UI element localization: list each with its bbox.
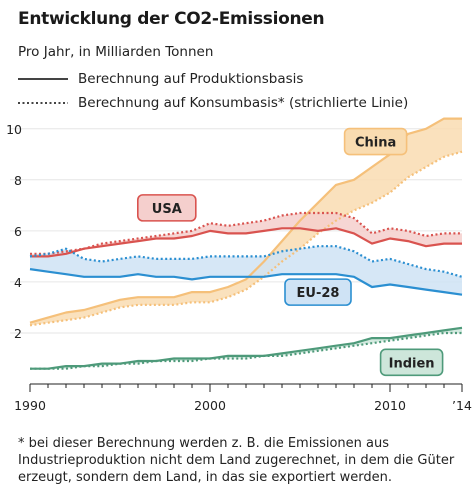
legend-label-production: Berechnung auf Produktionsbasis — [78, 71, 304, 87]
label-text-indien: Indien — [389, 356, 435, 371]
difference-areas — [30, 118, 462, 369]
area-eu-28 — [30, 246, 462, 295]
area-china — [30, 118, 462, 326]
legend-label-consumption: Berechnung auf Konsumbasis* (strichliert… — [78, 95, 409, 111]
legend-dotted-line-icon — [18, 102, 68, 104]
line-production-indien — [30, 326, 463, 370]
area-usa — [30, 213, 462, 257]
y-tick-label-10: 10 — [6, 122, 22, 137]
y-tick-label-4: 4 — [14, 275, 22, 290]
line-production-eu-28 — [29, 268, 463, 296]
label-text-usa: USA — [152, 202, 182, 217]
x-tick-label-2010: 2010 — [374, 398, 406, 413]
y-axis-tick-labels: 2 4 6 8 10 — [6, 122, 22, 341]
legend-solid-line-icon — [18, 78, 68, 80]
footnote: * bei dieser Berechnung werden z. B. die… — [18, 436, 455, 485]
series-labels: China USA EU-28 Indien — [137, 127, 444, 377]
line-consumption-china — [29, 150, 463, 327]
x-tick-label-’14: ’14 — [452, 398, 472, 413]
x-tick-label-1990: 1990 — [14, 398, 46, 413]
label-box-eu-28 — [284, 278, 352, 306]
line-production-usa — [30, 227, 462, 258]
label-text-china: China — [355, 136, 396, 151]
y-tick-label-2: 2 — [14, 326, 22, 341]
x-tick-label-2000: 2000 — [194, 398, 226, 413]
x-axis — [29, 383, 463, 392]
emissions-line-chart: 2 4 6 8 10 1990 2000 2010 ’14 China USA EU-28 Indi… — [6, 117, 472, 413]
chart-title: Entwicklung der CO2-Emissionen — [18, 9, 325, 29]
line-consumption-indien — [30, 331, 462, 370]
label-box-indien — [379, 348, 444, 377]
label-box-china — [343, 127, 408, 156]
label-text-eu-28: EU-28 — [297, 286, 340, 301]
y-tick-label-6: 6 — [14, 224, 22, 239]
chart-subtitle: Pro Jahr, in Milliarden Tonnen — [18, 44, 214, 60]
label-box-usa — [137, 194, 197, 222]
x-axis-tick-labels: 1990 2000 2010 ’14 — [14, 398, 472, 413]
y-tick-label-8: 8 — [14, 173, 22, 188]
line-consumption-eu-28 — [29, 245, 463, 278]
line-consumption-usa — [30, 211, 462, 255]
